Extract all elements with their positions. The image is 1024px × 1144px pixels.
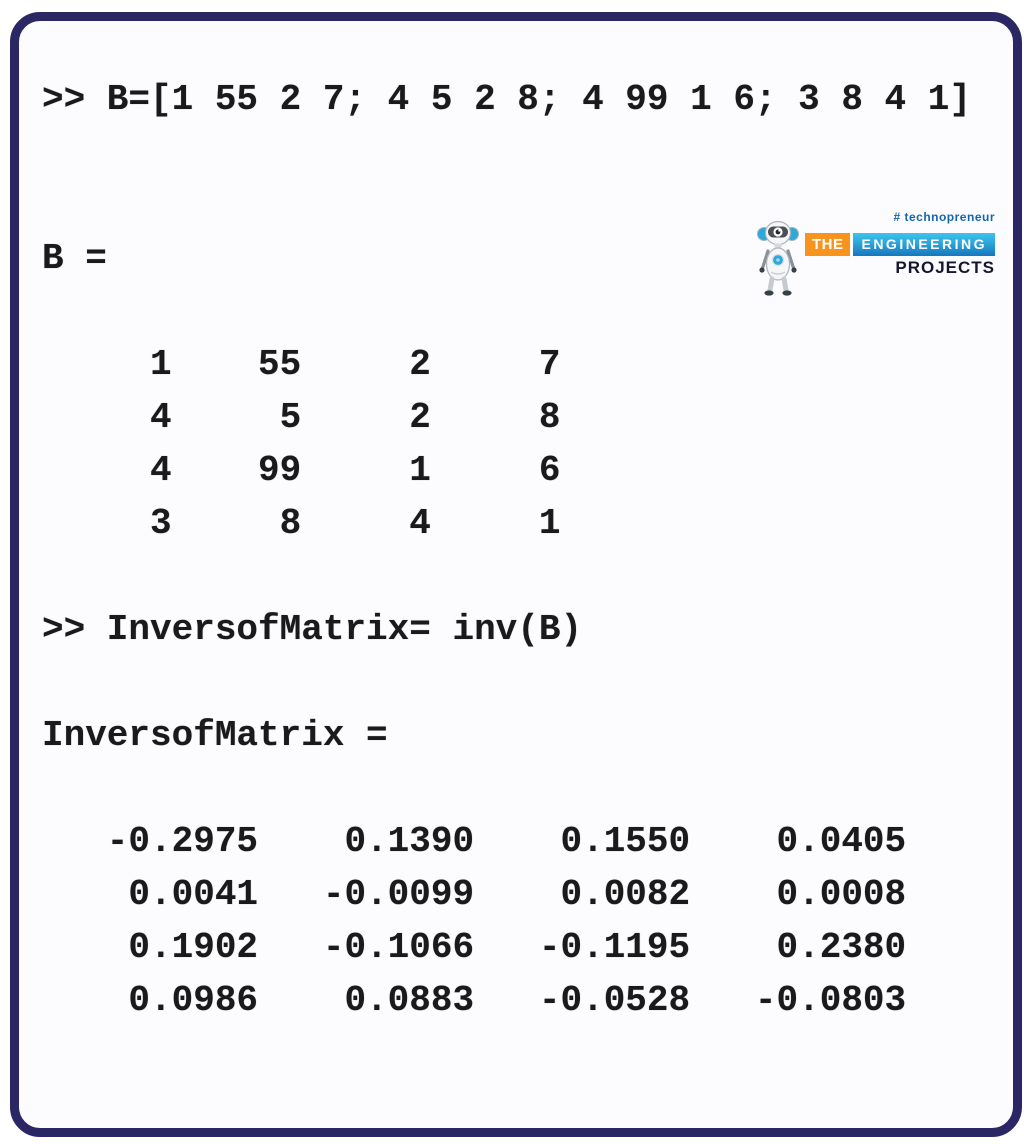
logo-word-the: THE — [804, 233, 851, 256]
framed-console-panel: >> B=[1 55 2 7; 4 5 2 8; 4 99 1 6; 3 8 4… — [10, 12, 1022, 1137]
logo-brand-row: THE ENGINEERING — [804, 233, 995, 256]
logo-tagline: # technopreneur — [893, 210, 995, 224]
logo-word-engineering: ENGINEERING — [853, 233, 995, 256]
logo-word-projects: PROJECTS — [895, 258, 995, 277]
logo-text-block: # technopreneur THE ENGINEERING PROJECTS — [804, 210, 995, 278]
matlab-console-output: >> B=[1 55 2 7; 4 5 2 8; 4 99 1 6; 3 8 4… — [42, 79, 971, 1021]
robot-mascot-icon — [756, 220, 799, 296]
the-engineering-projects-logo: # technopreneur THE ENGINEERING PROJECTS — [756, 210, 995, 298]
